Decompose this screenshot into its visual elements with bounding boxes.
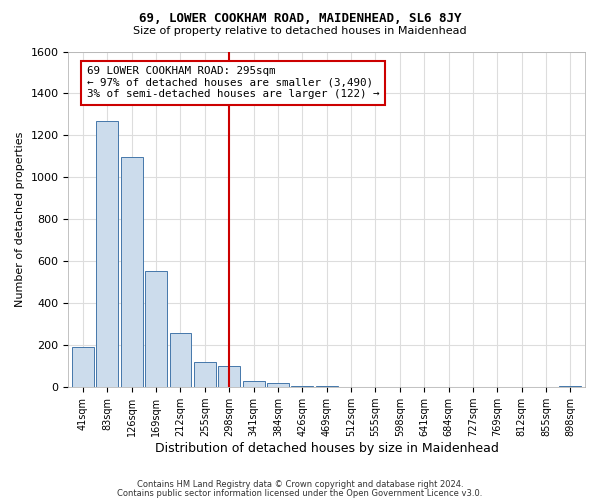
Bar: [292, 386, 313, 387]
X-axis label: Distribution of detached houses by size in Maidenhead: Distribution of detached houses by size …: [155, 442, 499, 455]
Bar: [194, 362, 216, 387]
Bar: [121, 158, 143, 387]
Bar: [559, 386, 581, 387]
Bar: [145, 271, 167, 387]
Bar: [316, 386, 338, 387]
Text: Contains public sector information licensed under the Open Government Licence v3: Contains public sector information licen…: [118, 488, 482, 498]
Bar: [72, 346, 94, 387]
Bar: [218, 366, 240, 387]
Bar: [97, 120, 118, 387]
Bar: [170, 332, 191, 387]
Text: Size of property relative to detached houses in Maidenhead: Size of property relative to detached ho…: [133, 26, 467, 36]
Y-axis label: Number of detached properties: Number of detached properties: [15, 132, 25, 307]
Bar: [242, 381, 265, 387]
Text: 69 LOWER COOKHAM ROAD: 295sqm
← 97% of detached houses are smaller (3,490)
3% of: 69 LOWER COOKHAM ROAD: 295sqm ← 97% of d…: [86, 66, 379, 100]
Text: 69, LOWER COOKHAM ROAD, MAIDENHEAD, SL6 8JY: 69, LOWER COOKHAM ROAD, MAIDENHEAD, SL6 …: [139, 12, 461, 26]
Bar: [267, 384, 289, 387]
Text: Contains HM Land Registry data © Crown copyright and database right 2024.: Contains HM Land Registry data © Crown c…: [137, 480, 463, 489]
